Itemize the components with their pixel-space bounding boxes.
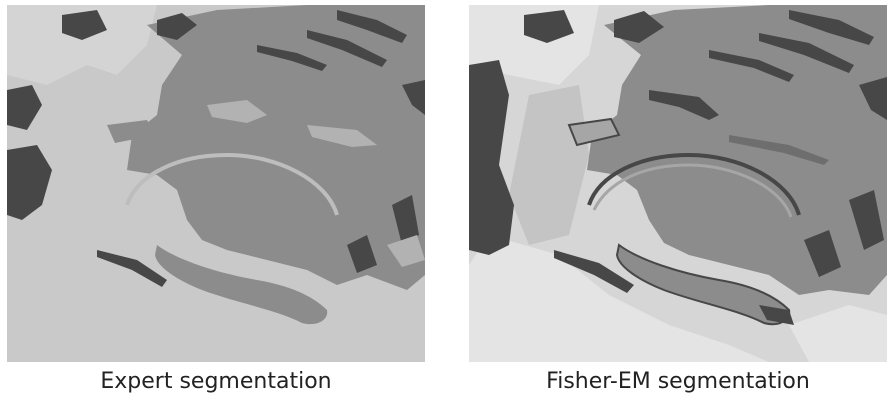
expert-segmentation-image bbox=[7, 5, 425, 362]
expert-segmentation-caption: Expert segmentation bbox=[100, 369, 332, 394]
fisher-em-segmentation-caption: Fisher-EM segmentation bbox=[546, 369, 810, 394]
fisher-em-segmentation-image bbox=[469, 5, 887, 362]
